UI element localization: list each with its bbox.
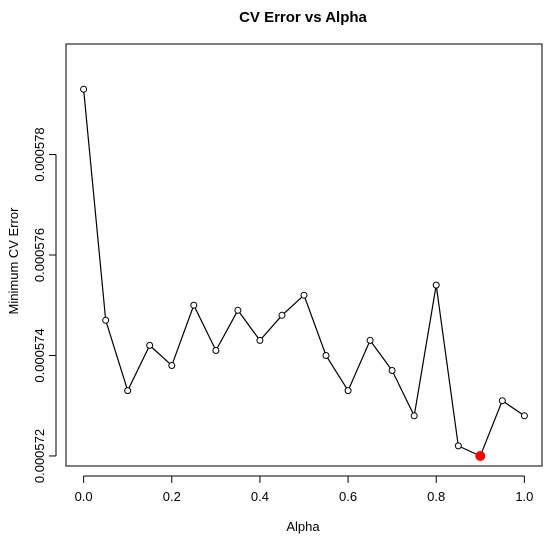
data-point (146, 341, 154, 349)
plot-frame (65, 43, 543, 467)
data-point (432, 281, 440, 289)
x-axis: 0.0 0.2 0.4 0.6 0.8 1.0 (75, 475, 533, 504)
data-point (344, 387, 352, 395)
series-layer (80, 85, 528, 461)
x-tick-label: 0.2 (163, 489, 181, 504)
data-point (212, 347, 220, 354)
x-tick-label: 0.0 (75, 489, 93, 504)
data-point (278, 311, 286, 319)
data-point (366, 336, 374, 344)
data-point (454, 442, 462, 450)
y-axis-label: Minimum CV Error (6, 207, 21, 315)
min-error-point (475, 451, 486, 461)
data-point (410, 412, 418, 420)
data-point (168, 362, 176, 369)
data-point (498, 397, 506, 405)
data-point (190, 301, 198, 309)
x-tick-label: 0.4 (251, 489, 269, 504)
x-tick-label: 0.8 (427, 489, 445, 504)
y-tick-label: 0.000574 (32, 328, 47, 382)
data-point (234, 306, 242, 314)
chart-title: CV Error vs Alpha (239, 9, 367, 26)
x-tick-label: 0.6 (339, 489, 357, 504)
data-point (124, 387, 132, 395)
data-point (256, 336, 264, 344)
y-tick-label: 0.000578 (32, 127, 47, 181)
data-point (80, 85, 88, 93)
data-point (102, 316, 110, 324)
y-tick-label: 0.000572 (32, 429, 47, 483)
y-tick-label: 0.000576 (32, 228, 47, 282)
x-axis-label: Alpha (286, 519, 320, 534)
x-tick-label: 1.0 (515, 489, 533, 504)
y-axis: 0.000572 0.000574 0.000576 0.000578 (32, 127, 57, 483)
data-point (520, 412, 528, 420)
data-point (300, 291, 308, 299)
data-point (322, 352, 330, 359)
series-line (83, 89, 525, 457)
data-point (388, 367, 396, 374)
